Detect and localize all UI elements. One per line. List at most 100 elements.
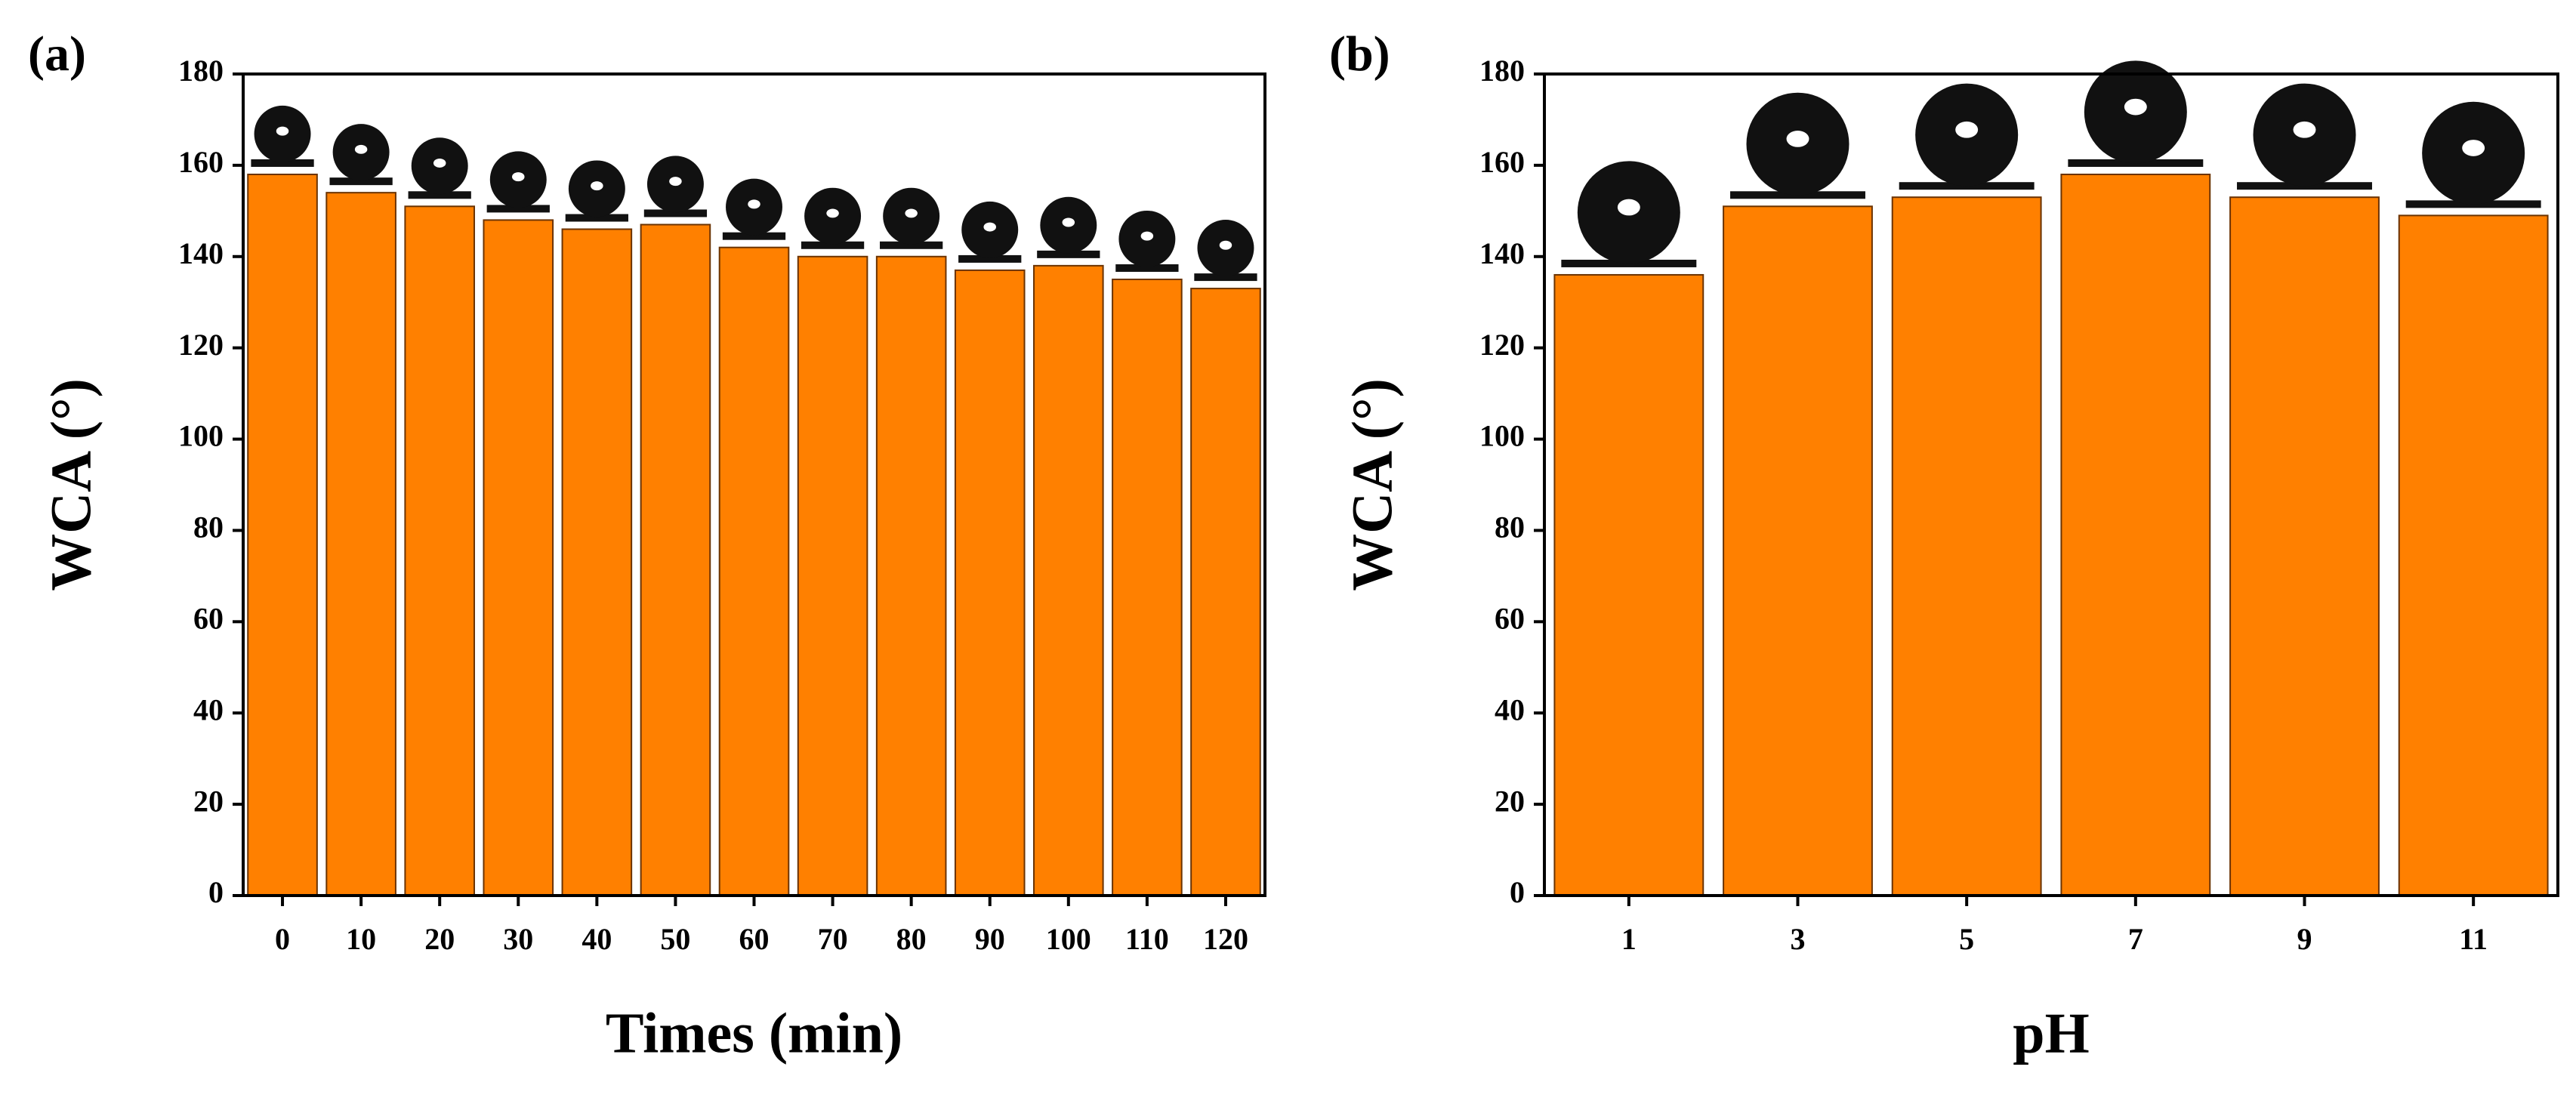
droplet-highlight [1955, 121, 1979, 138]
droplet-substrate [722, 232, 786, 240]
droplet-highlight [354, 144, 368, 154]
y-tick-label: 40 [193, 692, 224, 726]
x-tick-label: 40 [582, 922, 612, 956]
droplet-substrate [408, 191, 471, 199]
bar [483, 219, 554, 896]
droplet-substrate [801, 241, 865, 249]
x-tick-label: 20 [424, 922, 455, 956]
y-tick-label: 20 [1495, 784, 1525, 818]
y-tick-label: 180 [1479, 54, 1525, 88]
droplet-highlight [826, 208, 839, 218]
y-tick-label: 40 [1495, 692, 1525, 726]
droplet-highlight [2124, 98, 2147, 116]
x-tick-label: 110 [1125, 922, 1169, 956]
y-axis-title: WCA (°) [1340, 378, 1404, 591]
droplet-highlight [2293, 121, 2316, 138]
x-tick-label: 11 [2459, 922, 2488, 956]
droplet-substrate [565, 214, 628, 222]
bar [561, 228, 633, 896]
x-axis-title: pH [2013, 1001, 2089, 1065]
x-tick-label: 30 [503, 922, 533, 956]
droplet-highlight [1140, 231, 1154, 241]
droplet-highlight [1617, 199, 1640, 216]
droplet-substrate [486, 205, 550, 213]
bar [797, 255, 868, 896]
bar [1190, 288, 1261, 897]
chart-panel: (a) WCA (°) Times (min) 0 20 40 60 80 100 120 140 1… [28, 26, 1266, 1065]
x-tick-label: 5 [1959, 922, 1974, 956]
bar [875, 255, 947, 896]
x-tick-label: 70 [818, 922, 848, 956]
y-tick-label: 120 [1479, 328, 1525, 362]
droplet-substrate [880, 241, 943, 249]
droplet-highlight [905, 208, 918, 218]
x-tick-label: 100 [1046, 922, 1091, 956]
bar [718, 246, 790, 896]
droplet-substrate [251, 159, 314, 167]
x-tick-label: 7 [2128, 922, 2143, 956]
droplet-substrate [329, 177, 393, 186]
panel-label: (a) [28, 26, 86, 82]
bar [1723, 205, 1873, 896]
droplet-highlight [433, 158, 446, 168]
bar [1112, 279, 1183, 896]
x-tick-label: 60 [739, 922, 770, 956]
bar [247, 173, 318, 896]
y-tick-label: 100 [1479, 419, 1525, 453]
droplet-highlight [591, 181, 603, 191]
y-tick-label: 160 [1479, 145, 1525, 179]
bar [640, 224, 711, 896]
droplet-highlight [1219, 240, 1232, 250]
bar [2398, 214, 2549, 896]
x-tick-label: 1 [1621, 922, 1637, 956]
x-tick-label: 3 [1791, 922, 1806, 956]
chart-panel: (b) WCA (°) pH 0 20 40 60 80 100 120 140 160 180 1 3 5 7… [1329, 26, 2559, 1065]
panel-label: (b) [1329, 26, 1390, 82]
bar [2060, 173, 2211, 896]
x-tick-label: 80 [896, 922, 927, 956]
x-tick-label: 10 [346, 922, 376, 956]
droplet-highlight [2462, 140, 2485, 156]
x-tick-label: 120 [1203, 922, 1248, 956]
y-tick-label: 80 [1495, 510, 1525, 544]
droplet-substrate [1194, 273, 1257, 282]
y-tick-label: 0 [1510, 875, 1525, 909]
bar [954, 269, 1026, 896]
droplet-substrate [1037, 250, 1100, 258]
bar [2229, 196, 2380, 896]
y-tick-label: 120 [178, 328, 224, 362]
y-tick-label: 60 [193, 602, 224, 636]
y-axis-title: WCA (°) [39, 378, 103, 591]
bar [404, 205, 475, 896]
bar [1033, 264, 1104, 897]
y-tick-label: 140 [178, 236, 224, 270]
droplet-highlight [748, 199, 760, 209]
droplet-highlight [669, 177, 682, 187]
droplet-substrate [1115, 264, 1179, 272]
y-tick-label: 0 [208, 875, 224, 909]
bar [1891, 196, 2042, 896]
plot-frame [242, 72, 1266, 897]
droplet-substrate [958, 254, 1022, 263]
droplet-highlight [1062, 217, 1075, 227]
y-tick-label: 180 [178, 54, 224, 88]
y-tick-label: 100 [178, 419, 224, 453]
droplet-substrate [643, 209, 708, 217]
bar [1553, 273, 1704, 896]
x-tick-label: 90 [975, 922, 1005, 956]
droplet-highlight [276, 126, 289, 136]
droplet-highlight [1786, 131, 1809, 147]
y-tick-label: 160 [178, 145, 224, 179]
y-tick-label: 80 [193, 510, 224, 544]
droplet-highlight [983, 222, 996, 232]
x-axis-title: Times (min) [606, 1001, 902, 1065]
droplet-highlight [512, 172, 525, 182]
plot-frame [1543, 72, 2559, 897]
y-tick-label: 20 [193, 784, 224, 818]
y-tick-label: 60 [1495, 602, 1525, 636]
bar [325, 192, 396, 896]
y-tick-label: 140 [1479, 236, 1525, 270]
x-tick-label: 50 [660, 922, 690, 956]
x-tick-label: 9 [2297, 922, 2312, 956]
